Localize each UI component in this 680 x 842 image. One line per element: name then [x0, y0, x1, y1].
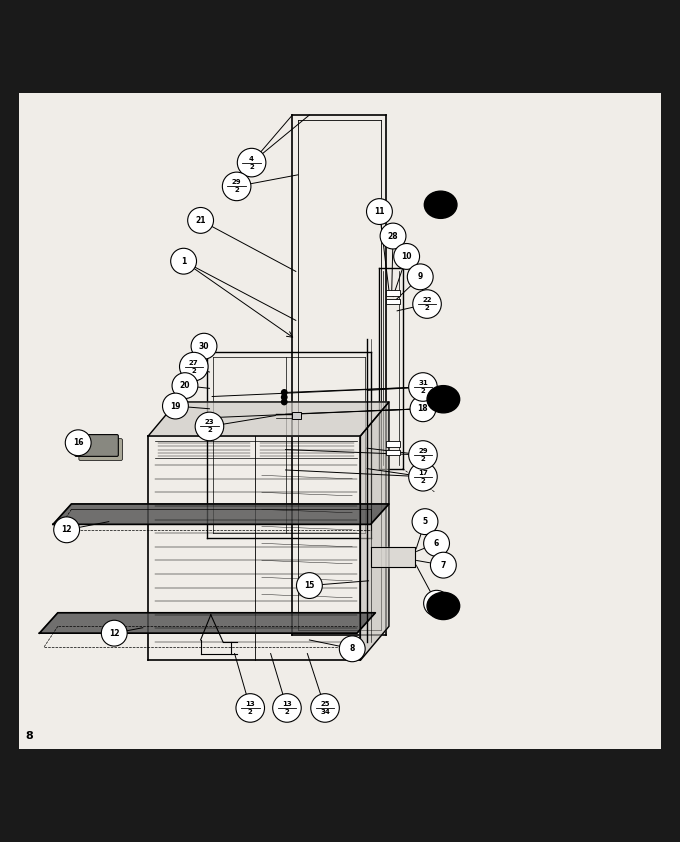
- Bar: [292, 413, 301, 419]
- Polygon shape: [371, 546, 415, 568]
- Text: 29: 29: [232, 179, 241, 185]
- Text: 20: 20: [180, 381, 190, 390]
- Text: 10: 10: [401, 252, 412, 261]
- Text: 16: 16: [73, 438, 84, 447]
- Text: 1: 1: [181, 257, 186, 266]
- Circle shape: [339, 636, 365, 662]
- Text: 5: 5: [422, 517, 428, 526]
- Ellipse shape: [427, 386, 460, 413]
- Text: 18: 18: [418, 404, 428, 413]
- Text: 9: 9: [418, 272, 423, 281]
- Circle shape: [412, 509, 438, 535]
- FancyBboxPatch shape: [75, 434, 118, 456]
- Circle shape: [273, 694, 301, 722]
- Text: 2: 2: [421, 456, 425, 462]
- Circle shape: [296, 573, 322, 599]
- Circle shape: [222, 172, 251, 200]
- Polygon shape: [39, 613, 375, 633]
- Text: 29: 29: [418, 448, 428, 454]
- Text: 13: 13: [245, 701, 255, 707]
- Text: 11: 11: [374, 207, 385, 216]
- Text: 22: 22: [422, 297, 432, 303]
- Text: 2: 2: [425, 305, 429, 311]
- Circle shape: [394, 243, 420, 269]
- Text: 13: 13: [282, 701, 292, 707]
- Circle shape: [163, 393, 188, 419]
- Text: 2: 2: [421, 388, 425, 394]
- Polygon shape: [53, 504, 389, 525]
- Text: 2: 2: [421, 477, 425, 484]
- Text: 8: 8: [350, 644, 355, 653]
- Circle shape: [188, 207, 214, 233]
- Circle shape: [407, 264, 433, 290]
- Text: 30: 30: [199, 342, 209, 351]
- Text: 4: 4: [249, 156, 254, 162]
- Circle shape: [180, 352, 208, 381]
- Bar: [386, 299, 400, 304]
- Circle shape: [409, 440, 437, 469]
- Text: 12: 12: [109, 629, 120, 637]
- Bar: [386, 441, 400, 447]
- Circle shape: [237, 148, 266, 177]
- Text: 28: 28: [388, 232, 398, 241]
- Ellipse shape: [424, 191, 457, 218]
- Text: 2: 2: [192, 368, 196, 374]
- Circle shape: [367, 199, 392, 225]
- Circle shape: [172, 373, 198, 398]
- Circle shape: [65, 429, 91, 456]
- Polygon shape: [360, 402, 389, 660]
- Text: 6: 6: [434, 539, 439, 548]
- Text: 31: 31: [418, 380, 428, 386]
- Text: 34: 34: [320, 709, 330, 715]
- Text: 17: 17: [418, 470, 428, 476]
- Circle shape: [191, 333, 217, 360]
- Text: 14: 14: [431, 599, 442, 608]
- Circle shape: [413, 290, 441, 318]
- Circle shape: [171, 248, 197, 274]
- Text: 15: 15: [304, 581, 315, 590]
- Circle shape: [282, 390, 287, 395]
- Circle shape: [424, 530, 449, 557]
- Circle shape: [430, 552, 456, 578]
- Circle shape: [311, 694, 339, 722]
- Text: 7: 7: [441, 561, 446, 570]
- Circle shape: [101, 621, 127, 646]
- Ellipse shape: [427, 593, 460, 620]
- Circle shape: [410, 396, 436, 422]
- Circle shape: [409, 462, 437, 491]
- Text: 25: 25: [320, 701, 330, 707]
- Text: 2: 2: [235, 188, 239, 194]
- FancyBboxPatch shape: [79, 439, 122, 461]
- Text: 2: 2: [285, 709, 289, 715]
- Circle shape: [54, 517, 80, 543]
- Circle shape: [424, 590, 449, 616]
- Circle shape: [236, 694, 265, 722]
- Circle shape: [195, 413, 224, 440]
- Circle shape: [282, 395, 287, 400]
- Circle shape: [380, 223, 406, 249]
- Circle shape: [282, 399, 287, 405]
- Text: 12: 12: [61, 525, 72, 535]
- Text: 2: 2: [248, 709, 252, 715]
- Bar: [386, 450, 400, 455]
- Circle shape: [409, 373, 437, 402]
- Text: 2: 2: [207, 428, 211, 434]
- Text: 27: 27: [189, 360, 199, 365]
- Text: 21: 21: [195, 216, 206, 225]
- Text: 19: 19: [170, 402, 181, 411]
- Text: 8: 8: [26, 731, 33, 741]
- Bar: [386, 290, 400, 296]
- Text: 2: 2: [250, 163, 254, 169]
- Text: 23: 23: [205, 419, 214, 425]
- Polygon shape: [148, 402, 389, 436]
